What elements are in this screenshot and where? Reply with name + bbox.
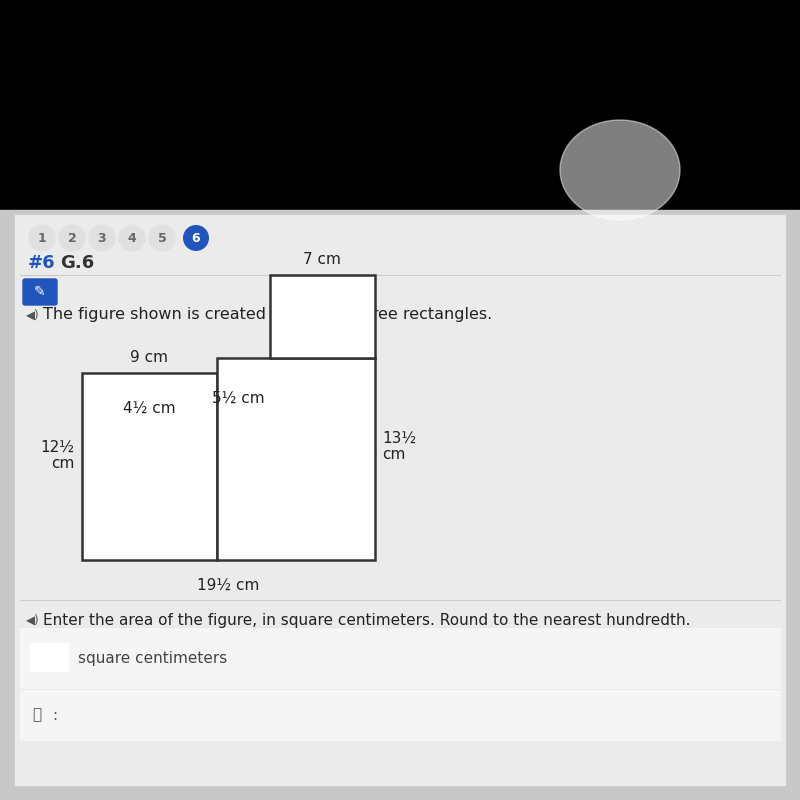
Text: ◀): ◀) (26, 309, 40, 322)
Text: 5½ cm: 5½ cm (212, 391, 265, 406)
Text: square centimeters: square centimeters (78, 650, 227, 666)
Text: 3: 3 (98, 231, 106, 245)
Text: 1: 1 (38, 231, 46, 245)
Bar (0, 0, 800, 210)
Bar (217, 358, 374, 560)
Text: cm: cm (50, 456, 74, 471)
Text: Enter the area of the figure, in square centimeters. Round to the nearest hundre: Enter the area of the figure, in square … (43, 613, 690, 627)
Text: 6: 6 (192, 231, 200, 245)
Text: cm: cm (382, 447, 406, 462)
Circle shape (183, 225, 209, 251)
Text: 12½: 12½ (40, 440, 74, 455)
Text: 4½ cm: 4½ cm (123, 401, 176, 415)
Bar (0, 210, 800, 800)
Text: 4: 4 (128, 231, 136, 245)
Circle shape (119, 225, 145, 251)
Ellipse shape (560, 120, 680, 220)
Text: 19½ cm: 19½ cm (197, 578, 259, 593)
Bar (15, 215, 785, 785)
Bar (82, 373, 217, 560)
Text: ✎: ✎ (34, 285, 46, 299)
Text: G.6: G.6 (60, 254, 94, 272)
Circle shape (89, 225, 115, 251)
Text: 7 cm: 7 cm (303, 252, 341, 267)
Text: 9 cm: 9 cm (130, 350, 169, 365)
Text: ◀): ◀) (26, 614, 40, 626)
Bar (20, 690, 780, 740)
Bar (270, 275, 374, 358)
Text: 13½: 13½ (382, 431, 417, 446)
Circle shape (59, 225, 85, 251)
Text: 5: 5 (158, 231, 166, 245)
Circle shape (29, 225, 55, 251)
Text: #6: #6 (28, 254, 56, 272)
Bar (20, 628, 780, 688)
Text: :: : (52, 707, 57, 722)
Bar (30, 643, 68, 671)
FancyBboxPatch shape (23, 279, 57, 305)
Circle shape (149, 225, 175, 251)
Text: 2: 2 (68, 231, 76, 245)
Text: 🖵: 🖵 (32, 707, 41, 722)
Text: The figure shown is created by joining three rectangles.: The figure shown is created by joining t… (43, 307, 492, 322)
